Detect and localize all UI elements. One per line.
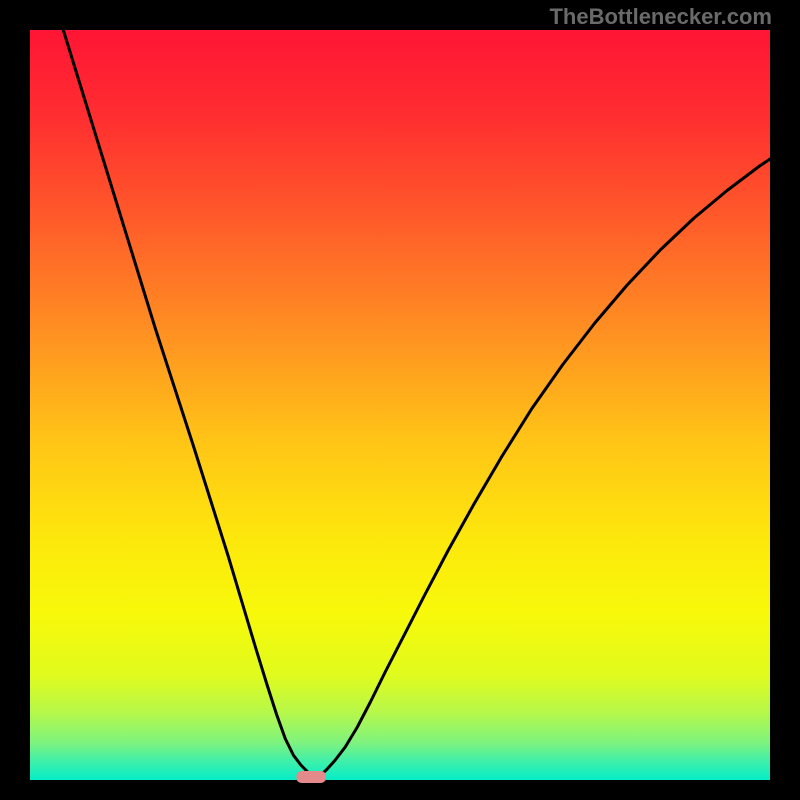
- plot-area: [30, 30, 770, 780]
- watermark-text: TheBottlenecker.com: [549, 4, 772, 30]
- chart-container: TheBottlenecker.com: [0, 0, 800, 800]
